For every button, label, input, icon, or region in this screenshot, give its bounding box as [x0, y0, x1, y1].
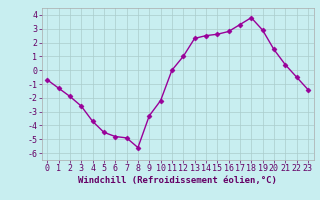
X-axis label: Windchill (Refroidissement éolien,°C): Windchill (Refroidissement éolien,°C)	[78, 176, 277, 185]
